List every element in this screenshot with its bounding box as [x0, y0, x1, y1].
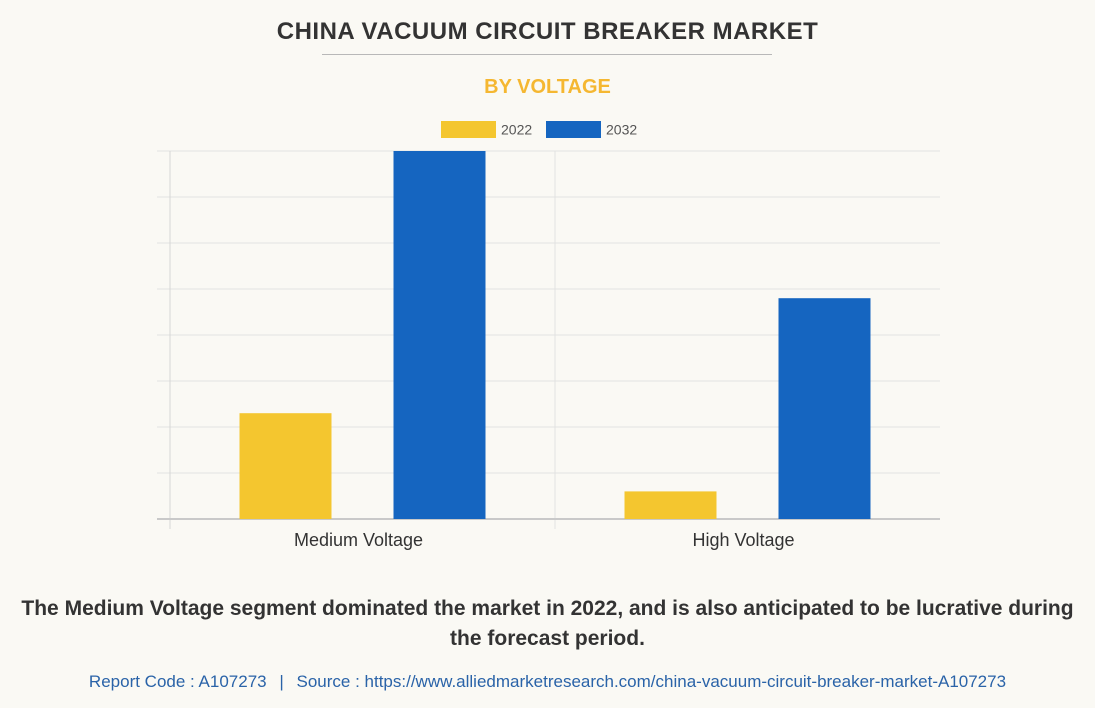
- chart-title: CHINA VACUUM CIRCUIT BREAKER MARKET: [276, 18, 819, 45]
- bar-2032-medium-voltage: [393, 151, 486, 519]
- bar-2032-high-voltage: [778, 298, 871, 519]
- bar-2022-medium-voltage: [239, 413, 332, 519]
- legend-label: 2022: [501, 122, 532, 138]
- report-info: Report Code : A107273 | Source : https:/…: [0, 672, 1095, 692]
- report-code: Report Code : A107273: [88, 672, 267, 691]
- legend-swatch: [546, 121, 601, 138]
- chart-subtitle: BY VOLTAGE: [484, 76, 611, 98]
- summary-text: The Medium Voltage segment dominated the…: [21, 597, 1074, 650]
- x-tick-label: Medium Voltage: [294, 530, 423, 550]
- x-tick-label: High Voltage: [692, 530, 794, 550]
- legend-label: 2032: [606, 122, 637, 138]
- source-link[interactable]: Source : https://www.alliedmarketresearc…: [296, 672, 1007, 691]
- report-separator: |: [279, 672, 284, 691]
- title-divider: [322, 54, 772, 55]
- bar-2022-high-voltage: [624, 491, 717, 519]
- legend-swatch: [441, 121, 496, 138]
- bar-chart: Medium Voltage High Voltage 2022 2032: [157, 121, 940, 550]
